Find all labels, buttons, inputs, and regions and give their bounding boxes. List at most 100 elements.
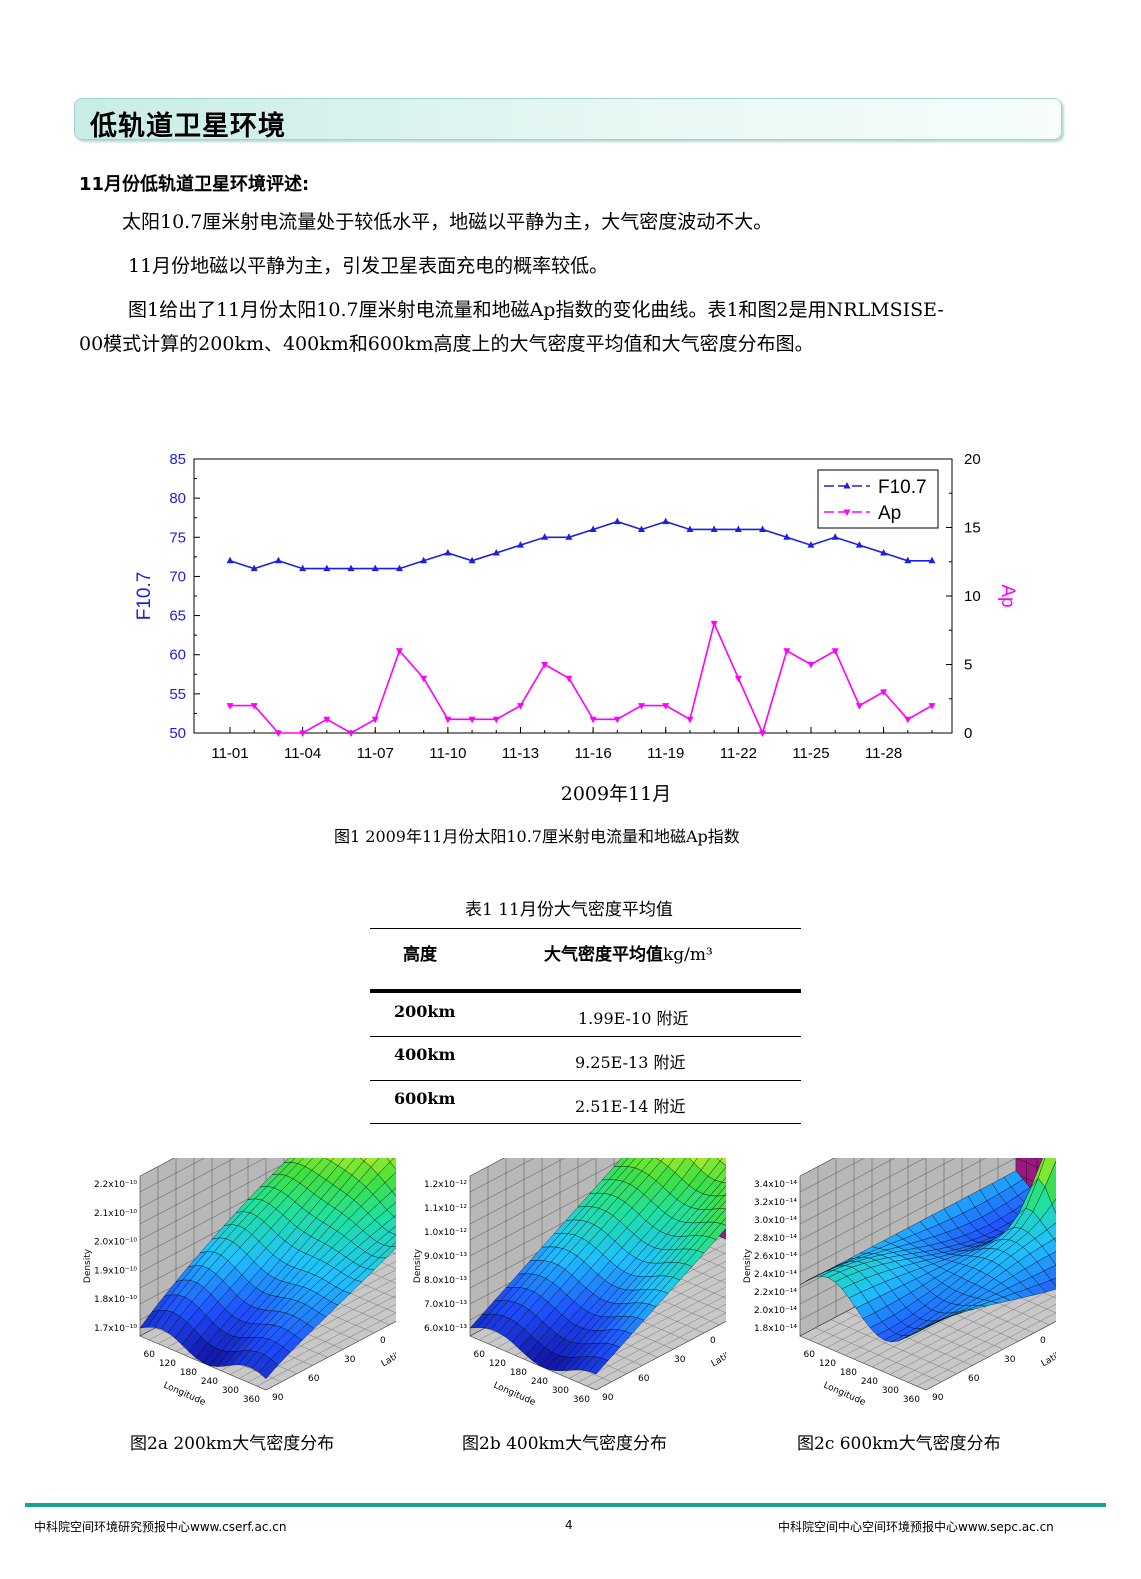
f107-data-point [299,564,307,572]
ap-data-point [541,662,549,669]
f107-data-point [928,556,936,564]
latitude-tick-label: 30 [344,1355,356,1365]
y-right-axis-label: Ap [997,584,1018,607]
legend-marker [843,509,851,516]
z-axis-label: Density [413,1248,423,1283]
f107-data-point [250,564,258,572]
f107-data-point [638,525,646,532]
surface-patch [723,1193,726,1196]
longitude-tick-label: 60 [804,1350,816,1360]
y-right-tick-label: 10 [964,588,981,605]
longitude-tick-label: 300 [552,1386,569,1396]
surface-patch [258,1358,279,1379]
floor-gridline [880,1278,1056,1371]
figure1-caption: 图1 2009年11月份太阳10.7厘米射电流量和地磁Ap指数 [334,827,740,846]
floor-gridline [256,1312,396,1387]
z-tick-label: 1.8x10⁻¹⁰ [94,1295,137,1305]
z-tick-label: 3.0x10⁻¹⁴ [754,1216,797,1226]
y-left-tick-label: 50 [169,725,186,742]
latitude-tick-label: 60 [638,1374,650,1384]
longitude-tick-label: 360 [573,1395,590,1405]
surface-patch [721,1177,726,1183]
z-tick-label: 2.0x10⁻¹⁴ [754,1306,797,1316]
footer-left-text: 中科院空间环境研究预报中心www.cserf.ac.cn [34,1520,287,1534]
z-tick-label: 3.2x10⁻¹⁴ [754,1198,797,1208]
z-axis-label: Density [83,1248,93,1283]
wall-gridline [799,1158,1017,1273]
z-tick-label: 3.4x10⁻¹⁴ [754,1180,797,1190]
z-tick-label: 7.0x10⁻¹³ [424,1300,467,1310]
ap-data-point [783,648,791,655]
ap-data-point [516,703,524,710]
ap-data-point [904,716,912,724]
longitude-tick-label: 60 [144,1350,156,1360]
ap-data-point [347,730,355,737]
summary-paragraph-3-line-2: 00模式计算的200km、400km和600km高度上的大气密度平均值和大气密度… [79,333,814,355]
f107-data-point [710,525,718,532]
f107-data-point [565,533,573,540]
f107-data-point [541,533,549,540]
wall-gridline [799,1158,896,1209]
x-tick-label: 11-25 [792,745,829,762]
f107-data-point [371,564,379,572]
table-header-density-label: 大气密度平均值 [544,945,663,965]
surface-patch [391,1187,396,1197]
wall-gridline [139,1158,266,1225]
x-tick-label: 11-10 [429,745,466,762]
longitude-tick-label: 360 [243,1395,260,1405]
ap-data-point [444,716,452,724]
z-tick-label: 1.8x10⁻¹⁴ [754,1324,797,1334]
table-header-unit: kg/m³ [663,945,713,965]
f107-data-point [589,525,597,532]
latitude-tick-label: 0 [1040,1336,1046,1346]
z-tick-label: 2.2x10⁻¹⁰ [94,1180,137,1190]
f107-data-point [759,525,767,532]
z-tick-label: 1.0x10⁻¹² [424,1228,467,1238]
y-right-tick-label: 15 [964,520,981,537]
longitude-tick-label: 180 [180,1368,197,1378]
wall-gridline [799,1158,956,1241]
f107-data-point [274,556,282,564]
surface-patch [1051,1198,1056,1214]
figure2a-caption: 图2a 200km大气密度分布 [130,1434,335,1454]
y-left-tick-label: 70 [169,568,186,585]
z-tick-label: 1.7x10⁻¹⁰ [94,1324,137,1334]
longitude-tick-label: 360 [903,1395,920,1405]
y-right-tick-label: 0 [964,725,972,742]
f107-data-point [855,541,863,548]
x-tick-label: 11-28 [865,745,902,762]
ap-data-point [928,703,936,710]
latitude-tick-label: 0 [380,1336,386,1346]
x-axis-label: 2009年11月 [561,783,672,805]
f107-data-point [880,548,888,556]
y-left-tick-label: 55 [169,686,186,703]
surface-patch [588,1357,609,1375]
ap-data-point [613,716,621,724]
surface-patch [918,1320,939,1330]
f107-data-point [395,564,403,572]
wall-gridline [139,1158,296,1241]
latitude-tick-label: 90 [602,1393,614,1403]
table-title: 表1 11月份大气密度平均值 [465,900,673,920]
table-header-height: 高度 [403,945,437,965]
z-tick-label: 2.0x10⁻¹⁰ [94,1238,137,1248]
x-tick-label: 11-07 [357,745,394,762]
table-top-rule [370,928,801,929]
floor-gridline [916,1312,1056,1387]
legend-label: Ap [878,503,901,524]
latitude-tick-label: 0 [710,1336,716,1346]
y-right-tick-label: 5 [964,657,972,674]
floor-gridline [889,1286,1056,1375]
y-left-tick-label: 75 [169,529,186,546]
section-title: 低轨道卫星环境 [90,111,286,142]
f107-data-point [662,517,670,525]
wall-gridline [469,1158,566,1209]
z-tick-label: 1.9x10⁻¹⁰ [94,1266,137,1276]
f107-data-point [613,517,621,525]
f107-data-point [686,525,694,532]
y-left-tick-label: 65 [169,608,186,625]
f107-ap-chart: 50 55 60 65 70 75 80 85 0 5 10 15 20 11-01 11-04 11-07 1… [134,451,1018,805]
floor-gridline [586,1312,726,1387]
longitude-tick-label: 60 [474,1350,486,1360]
table-header-density: 大气密度平均值kg/m³ [544,940,713,965]
